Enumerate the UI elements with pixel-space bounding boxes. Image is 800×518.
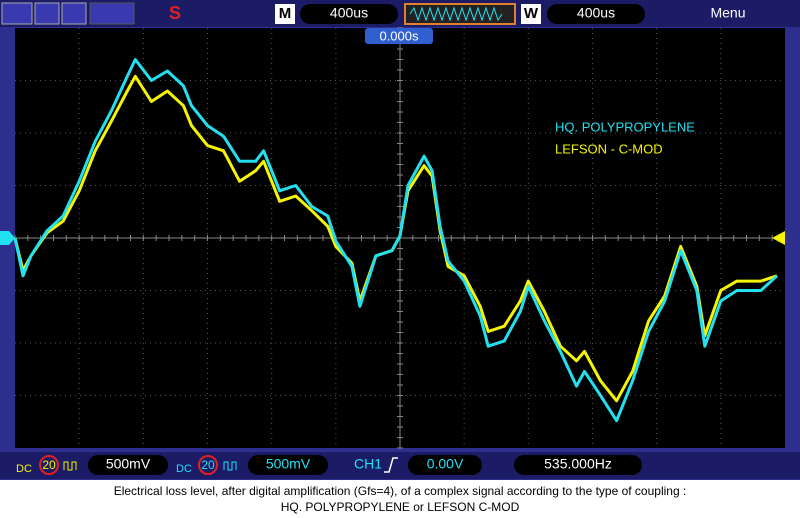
scale: 500mV [106, 456, 151, 472]
trigger-marker [772, 231, 785, 245]
menu[interactable]: Menu [710, 5, 745, 21]
frequency: 535.000Hz [544, 456, 612, 472]
run-state: S [169, 3, 181, 23]
m-label: M [279, 5, 292, 22]
edge-icon [384, 457, 398, 473]
legend-label: LEFSON - C-MOD [555, 141, 663, 156]
w-time: 400us [577, 5, 615, 21]
icon [34, 2, 60, 25]
trigger-time: 0.000s [379, 28, 419, 43]
scale: 500mV [266, 456, 311, 472]
trigger-tab [365, 28, 433, 44]
trigger-source: CH1 [354, 456, 382, 472]
pill [300, 4, 398, 24]
label-box [521, 4, 541, 24]
w-label: W [524, 5, 539, 22]
label-box [275, 4, 295, 24]
legend-label: HQ. POLYPROPYLENE [555, 119, 695, 134]
icon [89, 2, 135, 25]
caption: HQ. POLYPROPYLENE or LEFSON C-MOD [281, 500, 520, 514]
ch1-marker [0, 231, 15, 245]
wave-icon [223, 461, 237, 471]
wave-icon [63, 461, 77, 471]
pill [248, 455, 328, 475]
pill [408, 455, 482, 475]
pill [547, 4, 645, 24]
bw-limit: 20 [42, 458, 56, 472]
icon [1, 2, 33, 25]
traces [13, 58, 779, 423]
icon [61, 2, 87, 25]
bw-ring [39, 455, 59, 475]
coupling: DC [16, 463, 32, 475]
bw-ring [198, 455, 218, 475]
wave-icon [409, 6, 503, 22]
m-time: 400us [330, 5, 368, 21]
pill [514, 455, 642, 475]
coupling: DC [176, 463, 192, 475]
bw-limit: 20 [201, 458, 215, 472]
trigger-level: 0.00V [427, 456, 464, 472]
caption: Electrical loss level, after digital amp… [114, 484, 687, 498]
trace [13, 58, 779, 423]
pill [88, 455, 168, 475]
